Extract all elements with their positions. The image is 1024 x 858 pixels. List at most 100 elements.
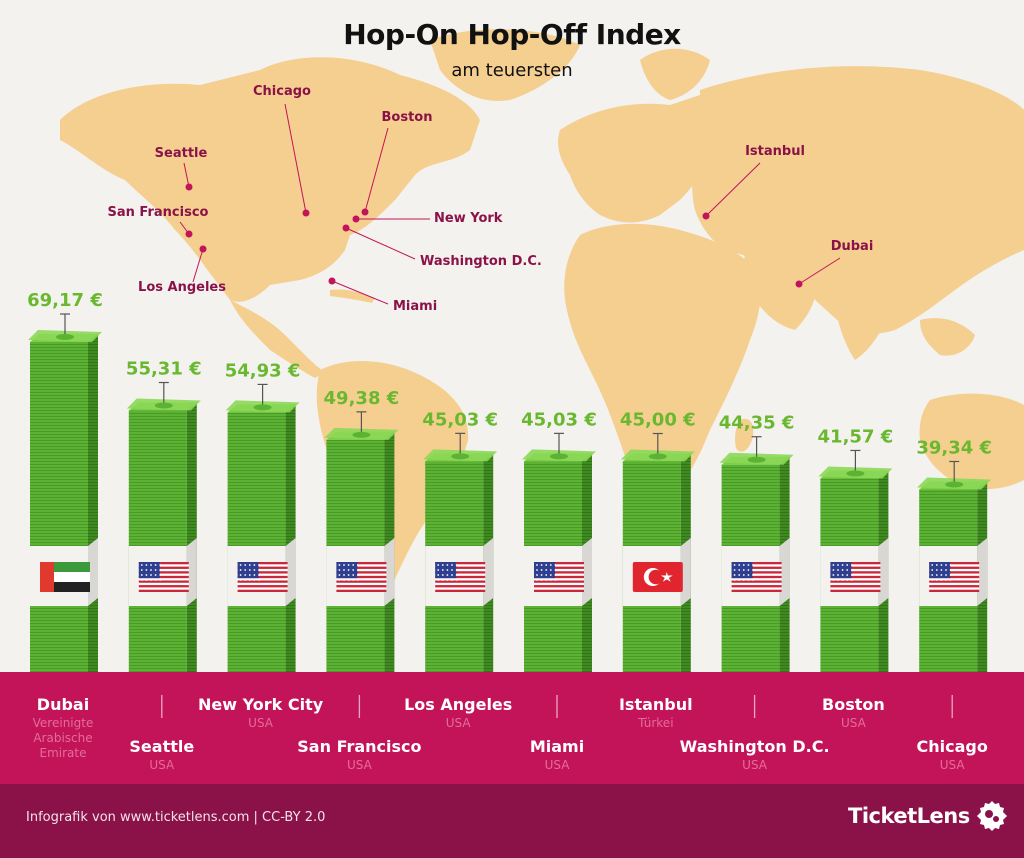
bar-band-side-dubai	[88, 538, 98, 606]
map-marker-boston	[361, 208, 369, 216]
map-marker-dubai	[795, 280, 803, 288]
map-label-new-york: New York	[434, 211, 503, 226]
country-label-new-york-city: USA	[248, 716, 274, 730]
map-leader-istanbul	[705, 162, 761, 217]
map-leader-seattle	[183, 162, 190, 188]
bar-istanbul: 45,00 €	[620, 410, 696, 684]
bar-bill-emblem-seattle	[154, 402, 173, 409]
bar-miami: 45,03 €	[521, 409, 597, 684]
bar-band-side-istanbul	[680, 538, 691, 606]
bar-dubai: 69,17 €	[27, 290, 103, 684]
usa-flag-seattle	[138, 562, 189, 592]
map-label-san-francisco: San Francisco	[108, 205, 209, 220]
bar-bill-emblem-chicago	[945, 481, 964, 488]
bar-band-side-chicago	[977, 538, 988, 606]
footer-band	[0, 784, 1024, 858]
map-scandinavia	[640, 48, 710, 100]
map-leader-washington-d-c	[345, 227, 416, 260]
logo-text: TicketLens	[848, 804, 970, 828]
value-label-istanbul: 45,00 €	[620, 410, 696, 431]
ticketlens-logo[interactable]: TicketLens	[848, 800, 1008, 832]
map-label-dubai: Dubai	[831, 239, 874, 254]
country-label-miami: USA	[545, 758, 571, 772]
bar-stacks: 69,17 € 55,31 € 54,93 € 49,38 € 45,03 € 45,03…	[27, 290, 992, 684]
map-marker-san-francisco	[185, 230, 193, 238]
bar-los-angeles: 45,03 €	[422, 409, 498, 684]
bar-band-side-new-york-city	[285, 538, 296, 606]
value-label-miami: 45,03 €	[521, 409, 597, 430]
bar-boston: 41,57 €	[818, 426, 894, 684]
bar-bill-emblem-boston	[846, 470, 865, 477]
bar-bill-emblem-san-francisco	[352, 431, 371, 438]
country-label-istanbul: Türkei	[637, 716, 673, 730]
map-label-washington-d-c: Washington D.C.	[420, 254, 542, 269]
map-north-america	[60, 57, 480, 302]
category-label-dubai: Dubai	[37, 695, 89, 714]
map-caribbean	[330, 289, 375, 303]
world-map	[60, 29, 1024, 620]
bar-bill-emblem-istanbul	[648, 453, 667, 460]
country-label-san-francisco: USA	[347, 758, 373, 772]
value-label-boston: 41,57 €	[818, 426, 894, 447]
country-label-dubai-0: Vereinigte	[33, 716, 94, 730]
category-label-istanbul: Istanbul	[619, 695, 693, 714]
turkey-flag-istanbul	[632, 562, 683, 592]
bar-band-side-miami	[582, 538, 592, 606]
category-label-seattle: Seattle	[129, 737, 194, 756]
map-marker-istanbul	[702, 212, 710, 220]
map-marker-los-angeles	[199, 245, 207, 253]
map-label-los-angeles: Los Angeles	[138, 280, 226, 295]
value-label-los-angeles: 45,03 €	[422, 409, 498, 430]
country-label-chicago: USA	[940, 758, 966, 772]
bar-side-dubai	[88, 334, 98, 684]
category-label-new-york-city: New York City	[198, 695, 324, 714]
bar-bill-emblem-los-angeles	[451, 453, 470, 460]
usa-flag-san-francisco	[336, 562, 387, 592]
map-marker-washington-d-c	[342, 224, 350, 232]
bar-washington-d-c: 44,35 €	[719, 413, 795, 684]
map-label-miami: Miami	[393, 299, 437, 314]
map-label-boston: Boston	[382, 110, 433, 125]
usa-flag-boston	[830, 562, 881, 592]
map-marker-miami	[328, 277, 336, 285]
value-label-washington-d-c: 44,35 €	[719, 413, 795, 434]
map-central-america	[230, 300, 325, 378]
map-africa	[564, 223, 761, 496]
category-label-chicago: Chicago	[917, 737, 988, 756]
bar-new-york-city: 54,93 €	[225, 360, 301, 684]
usa-flag-new-york-city	[237, 562, 288, 592]
country-label-los-angeles: USA	[446, 716, 472, 730]
country-label-boston: USA	[841, 716, 867, 730]
chart-subtitle: am teuersten	[451, 60, 573, 81]
bar-san-francisco: 49,38 €	[324, 388, 399, 684]
map-leader-los-angeles	[192, 248, 204, 283]
map-leader-chicago	[284, 103, 307, 214]
category-label-miami: Miami	[530, 737, 584, 756]
map-india	[835, 288, 890, 360]
map-greenland	[430, 29, 580, 101]
bar-face-dubai	[30, 342, 88, 684]
bar-band-side-washington-d-c	[779, 538, 790, 606]
usa-flag-chicago	[929, 562, 980, 592]
bar-bill-emblem-dubai	[56, 334, 74, 340]
footer-credit[interactable]: Infografik von www.ticketlens.com | CC-B…	[26, 810, 326, 825]
value-label-dubai: 69,17 €	[27, 290, 103, 311]
usa-flag-los-angeles	[435, 562, 486, 592]
bar-bill-emblem-new-york-city	[253, 404, 272, 411]
map-marker-new-york	[352, 215, 360, 223]
uae-flag-dubai	[40, 562, 90, 592]
bar-band-side-los-angeles	[483, 538, 494, 606]
category-band	[0, 672, 1024, 784]
map-madagascar	[735, 418, 754, 452]
map-marker-seattle	[185, 183, 193, 191]
chart-title: Hop-On Hop-Off Index	[343, 18, 681, 51]
usa-flag-washington-d-c	[731, 562, 782, 592]
value-label-new-york-city: 54,93 €	[225, 360, 301, 381]
category-label-washington-d-c: Washington D.C.	[680, 737, 830, 756]
bar-chicago: 39,34 €	[916, 437, 992, 684]
value-label-seattle: 55,31 €	[126, 359, 202, 380]
country-label-dubai-1: Arabische	[33, 731, 92, 745]
map-leader-dubai	[798, 257, 841, 285]
